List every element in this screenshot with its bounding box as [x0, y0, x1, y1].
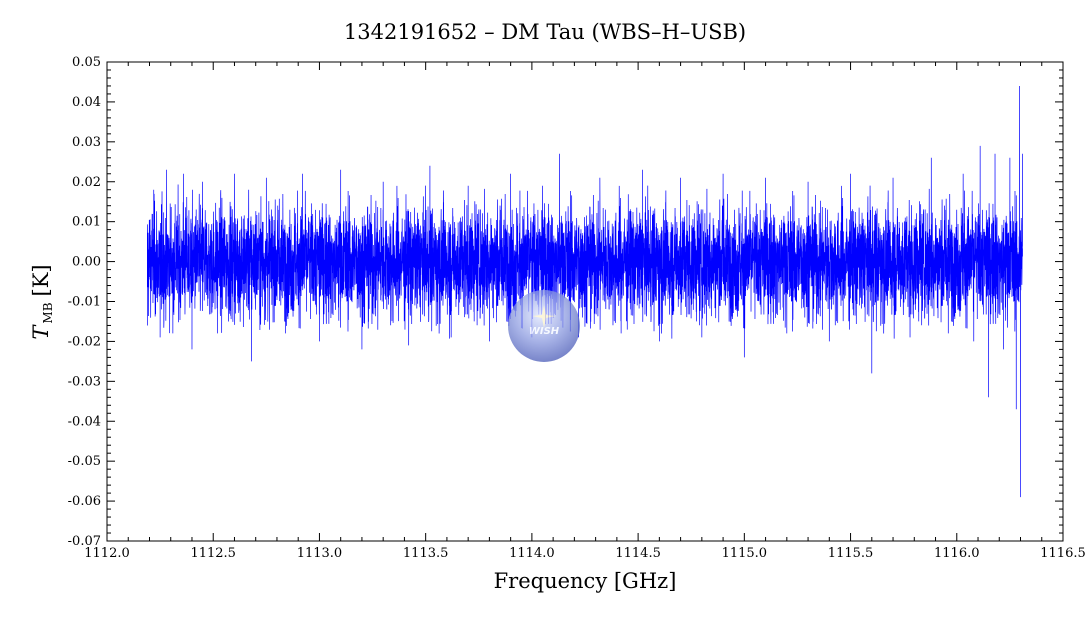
spectrum-point	[1009, 157, 1010, 158]
wish-logo-star	[532, 305, 556, 328]
spectrum-point	[266, 177, 267, 178]
x-tick-label: 1112.0	[84, 546, 130, 561]
x-axis-ticks	[106, 62, 1064, 541]
spectrum-point	[599, 177, 600, 178]
chart-title: 1342191652 – DM Tau (WBS–H–USB)	[344, 20, 746, 44]
spectrum-point	[786, 333, 787, 334]
spectrum-point	[319, 341, 320, 342]
spectrum-point	[988, 397, 989, 398]
spectrum-point	[1019, 85, 1020, 86]
x-tick-label: 1113.0	[297, 546, 343, 561]
spectrum-point	[578, 337, 579, 338]
y-axis-title-sub: MB	[41, 302, 55, 323]
y-axis-title-main: T	[29, 324, 53, 340]
spectrum-point	[973, 341, 974, 342]
x-tick-label: 1113.5	[403, 546, 449, 561]
x-tick-label: 1114.0	[509, 546, 555, 561]
y-tick-label: 0.05	[72, 55, 101, 70]
x-tick-label: 1116.5	[1040, 546, 1086, 561]
spectrum-point	[701, 337, 702, 338]
x-tick-label: 1115.5	[828, 546, 874, 561]
spectrum-point	[893, 177, 894, 178]
spectrum-point	[980, 145, 981, 146]
spectrum-point	[963, 173, 964, 174]
spectrum-point	[160, 337, 161, 338]
spectrum-point	[202, 181, 203, 182]
spectrum-point	[340, 169, 341, 170]
spectrum-point	[642, 169, 643, 170]
spectrum-point	[251, 361, 252, 362]
x-tick-label: 1115.0	[722, 546, 768, 561]
spectrum-point	[621, 333, 622, 334]
y-axis-title-unit: [K]	[29, 264, 53, 296]
spectrum-point	[172, 333, 173, 334]
spectrum-point	[217, 333, 218, 334]
spectrum-point	[542, 185, 543, 186]
y-axis-ticks	[107, 61, 1063, 542]
spectrum-point	[850, 173, 851, 174]
spectrum-point	[995, 153, 996, 154]
spectrum-point	[931, 157, 932, 158]
spectrum-point	[871, 373, 872, 374]
x-axis-title: Frequency [GHz]	[494, 569, 677, 593]
spectrum-point	[723, 173, 724, 174]
spectrum-point	[408, 345, 409, 346]
spectrum-point	[234, 173, 235, 174]
spectrum-point	[910, 337, 911, 338]
spectrum-point	[166, 169, 167, 170]
y-tick-label: -0.03	[68, 374, 101, 389]
spectrum-point	[451, 337, 452, 338]
wish-logo: WISH	[508, 290, 580, 362]
spectrum-point	[153, 189, 154, 190]
y-axis-title: TMB [K]	[29, 264, 55, 339]
spectrum-point	[559, 153, 560, 154]
spectrum-point	[285, 333, 286, 334]
y-tick-label: -0.05	[68, 454, 101, 469]
spectrum-point	[429, 165, 430, 166]
y-axis-tick-labels: -0.07 -0.06 -0.05 -0.04 -0.03 -0.02 -0.01 0.00 0…	[68, 55, 101, 549]
spectrum-point	[489, 341, 490, 342]
spectrum-point	[191, 349, 192, 350]
spectrum-point	[1003, 349, 1004, 350]
spectrum-point	[1022, 153, 1023, 154]
y-tick-label: 0.03	[72, 135, 101, 150]
spectrum-point	[1016, 409, 1017, 410]
spectrum-point	[948, 333, 949, 334]
y-tick-label: 0.01	[72, 215, 101, 230]
y-tick-label: -0.07	[68, 534, 101, 549]
spectrum-point	[1020, 497, 1021, 498]
spectrum-point	[183, 173, 184, 174]
y-tick-label: -0.04	[68, 414, 101, 429]
spectrum-point	[829, 341, 830, 342]
spectrum-point	[680, 177, 681, 178]
spectrum-point	[744, 357, 745, 358]
x-axis-tick-labels: 1112.0 1112.5 1113.0 1113.5 1114.0 1114.5 1115…	[84, 546, 1086, 561]
spectrum-point	[468, 185, 469, 186]
spectrum-point	[383, 181, 384, 182]
spectrum-point	[659, 341, 660, 342]
x-tick-label: 1114.5	[615, 546, 661, 561]
plot-area	[147, 85, 1023, 498]
spectrum-point	[808, 181, 809, 182]
y-tick-label: 0.02	[72, 175, 101, 190]
spectrum-point	[765, 177, 766, 178]
spectrum-point	[147, 325, 148, 326]
spectrum-point	[361, 349, 362, 350]
y-tick-label: -0.01	[68, 295, 101, 310]
spectrum-point	[302, 173, 303, 174]
y-tick-label: 0.04	[72, 95, 101, 110]
wish-logo-text: WISH	[529, 326, 560, 337]
y-tick-label: -0.06	[68, 494, 101, 509]
x-tick-label: 1112.5	[190, 546, 236, 561]
y-tick-label: -0.02	[68, 334, 101, 349]
y-tick-label: 0.00	[72, 255, 101, 270]
spectrum-point	[510, 173, 511, 174]
spectrum-series-line	[147, 85, 1023, 498]
x-tick-label: 1116.0	[934, 546, 980, 561]
